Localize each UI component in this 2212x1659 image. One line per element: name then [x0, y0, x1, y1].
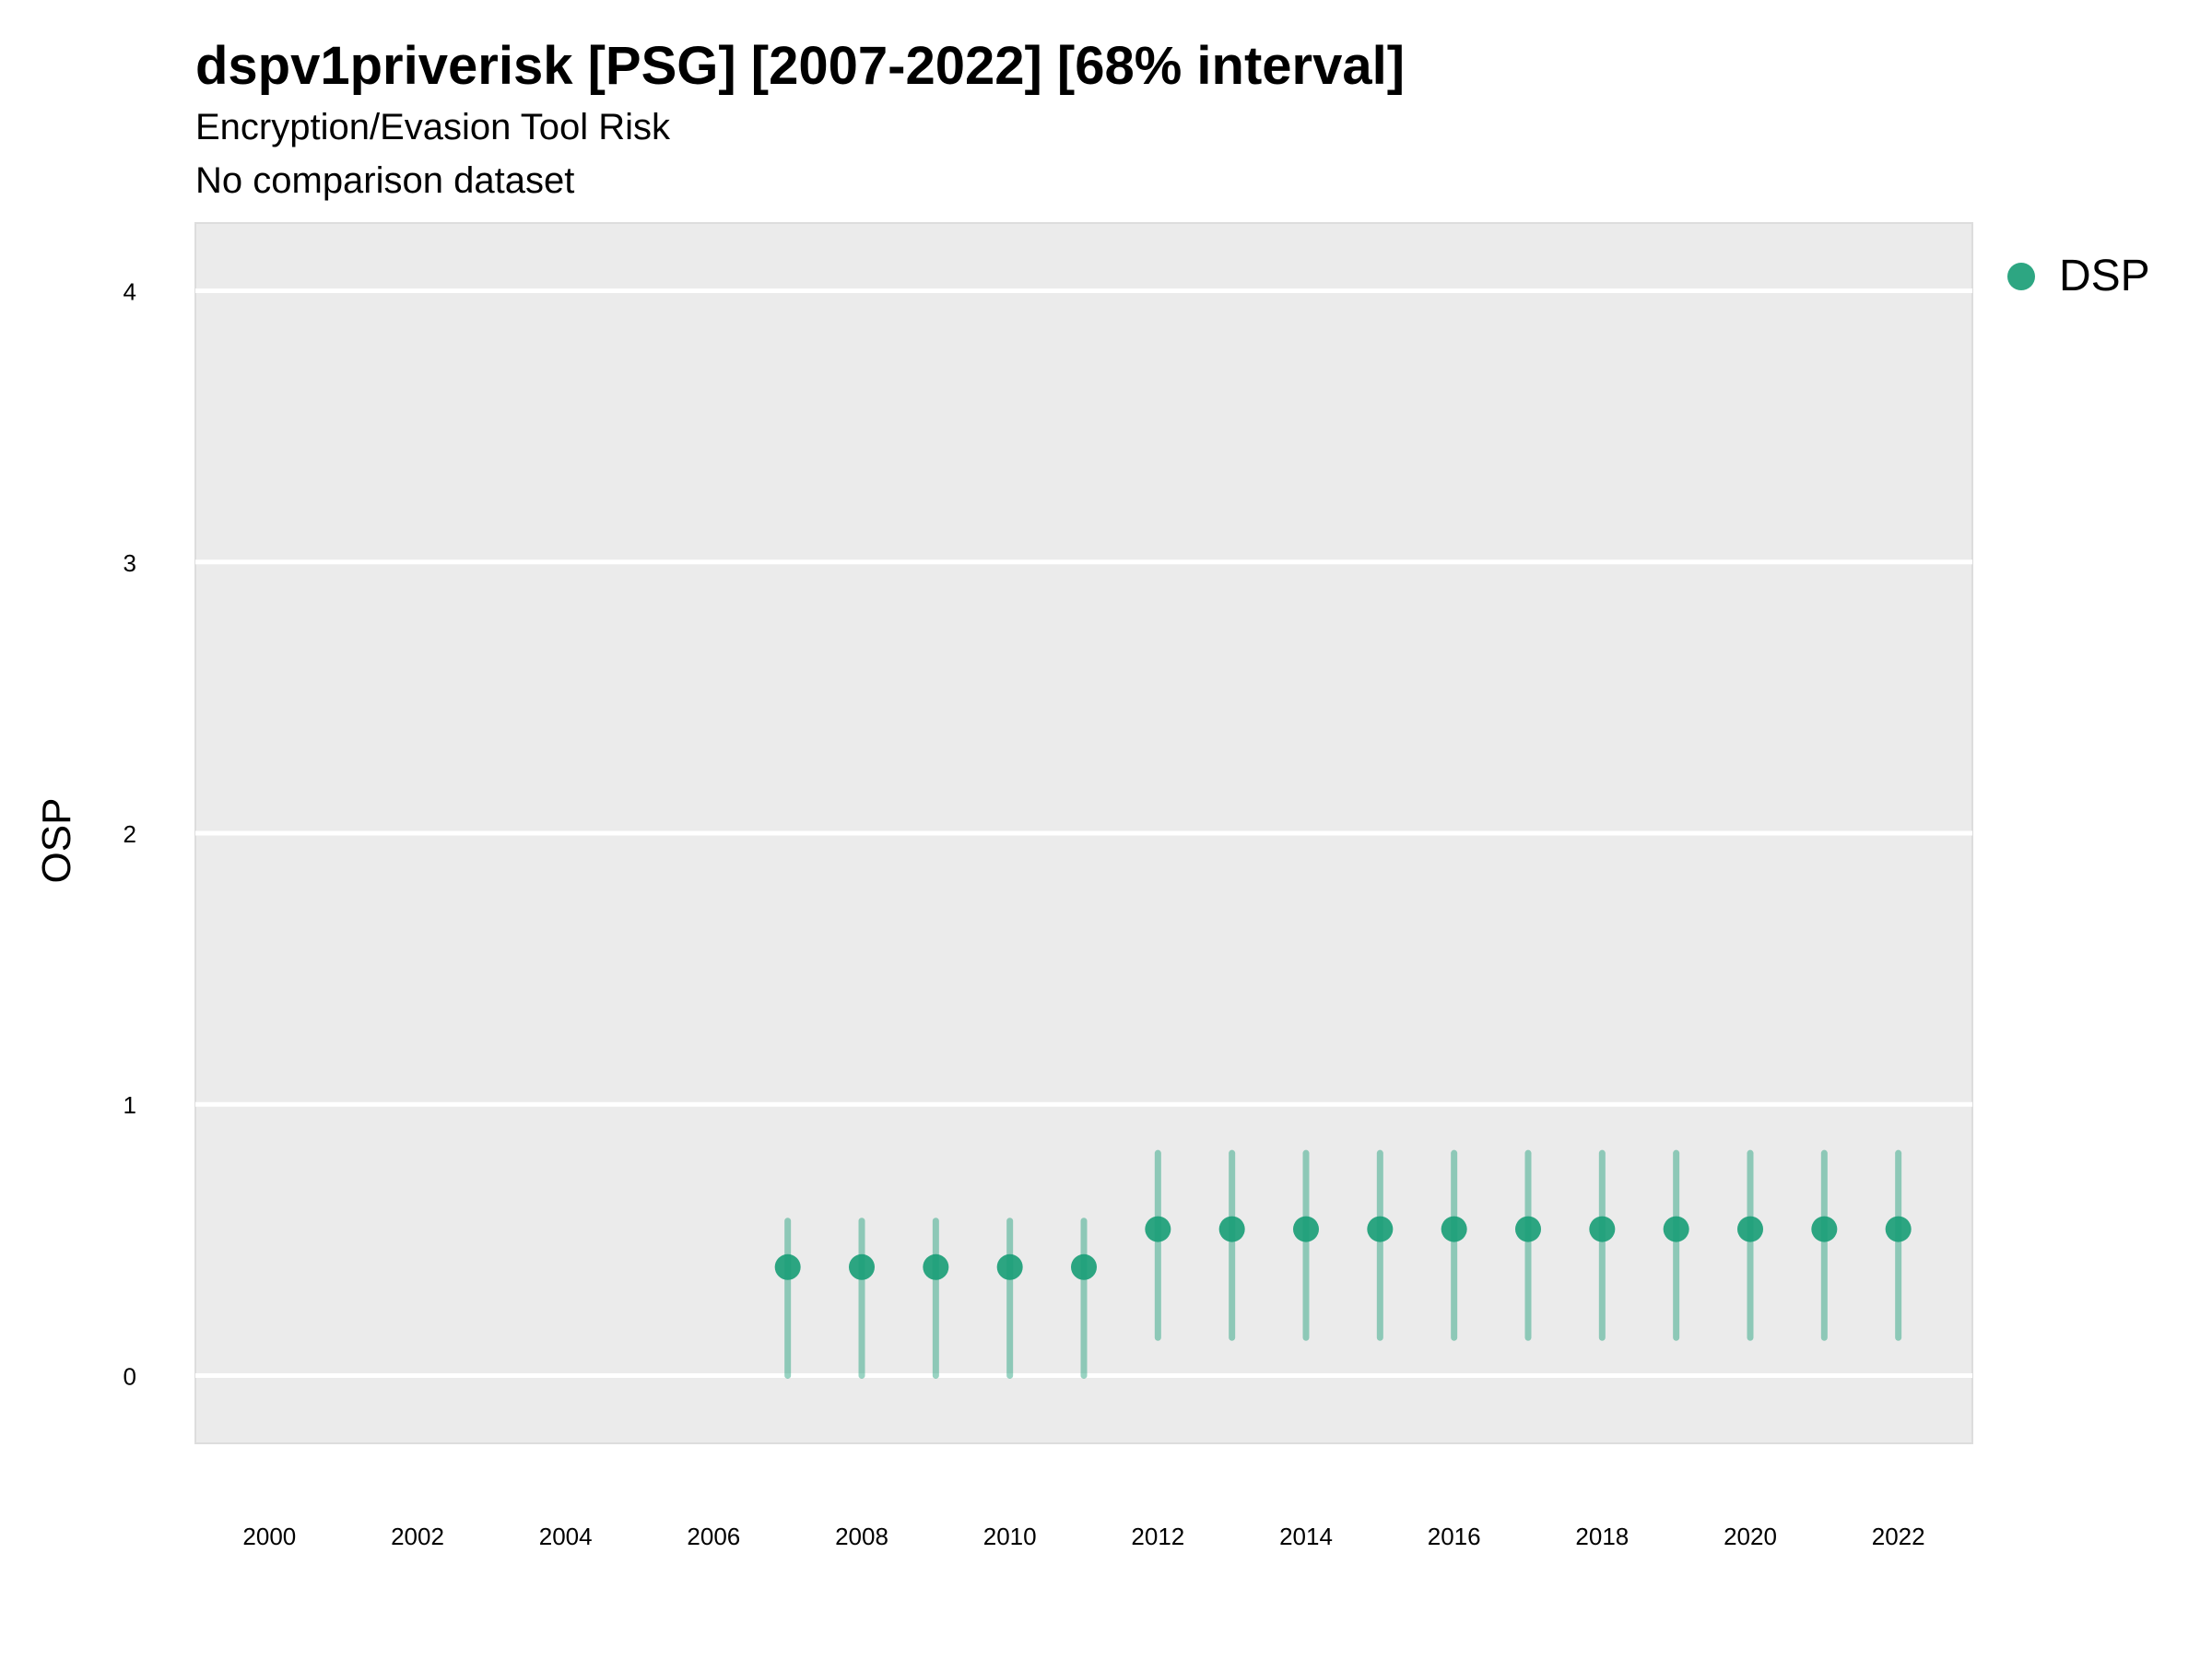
y-tick-label: 1: [124, 1091, 136, 1119]
legend-key-dot: [2007, 262, 2035, 290]
x-tick-label: 2012: [1131, 1523, 1184, 1550]
data-point: [1589, 1216, 1616, 1242]
data-point: [1441, 1216, 1467, 1242]
data-point: [1885, 1216, 1912, 1242]
data-point: [1071, 1253, 1097, 1280]
chart-title: dspv1priverisk [PSG] [2007-2022] [68% in…: [195, 36, 1406, 96]
x-tick-label: 2002: [391, 1523, 444, 1550]
x-tick-label: 2020: [1724, 1523, 1777, 1550]
y-tick-label: 3: [124, 549, 136, 577]
data-point: [1367, 1216, 1394, 1242]
y-tick-label: 2: [124, 820, 136, 848]
grid-lines: [195, 288, 1972, 1378]
x-tick-label: 2022: [1872, 1523, 1925, 1550]
data-point: [996, 1253, 1023, 1280]
data-point: [1663, 1216, 1689, 1242]
x-tick-label: 2014: [1279, 1523, 1333, 1550]
x-tick-label: 2018: [1575, 1523, 1629, 1550]
x-tick-labels: 2000 2002 2004 2006 2008 2010 2012 2014 2016 2018…: [242, 1523, 1924, 1550]
y-tick-label: 0: [124, 1362, 136, 1390]
data-point: [774, 1253, 801, 1280]
data-point: [849, 1253, 875, 1280]
y-tick-labels: 0 1 2 3 4: [124, 278, 136, 1391]
data-point: [923, 1253, 949, 1280]
y-tick-label: 4: [124, 278, 136, 306]
x-tick-label: 2004: [539, 1523, 593, 1550]
chart-caption: No comparison dataset: [195, 160, 575, 201]
legend: DSP: [2007, 251, 2150, 301]
data-point: [1811, 1216, 1838, 1242]
x-tick-label: 2016: [1428, 1523, 1481, 1550]
data-point: [1218, 1216, 1245, 1242]
data-point: [1293, 1216, 1319, 1242]
data-point: [1515, 1216, 1541, 1242]
data-point: [1145, 1216, 1171, 1242]
data-point: [1737, 1216, 1763, 1242]
chart-subtitle: Encryption/Evasion Tool Risk: [195, 107, 671, 147]
x-tick-label: 2006: [687, 1523, 740, 1550]
x-tick-label: 2008: [835, 1523, 888, 1550]
x-tick-label: 2010: [983, 1523, 1037, 1550]
data-series-dsp: [774, 1149, 1912, 1379]
x-tick-label: 2000: [242, 1523, 296, 1550]
legend-label: DSP: [2059, 252, 2150, 300]
